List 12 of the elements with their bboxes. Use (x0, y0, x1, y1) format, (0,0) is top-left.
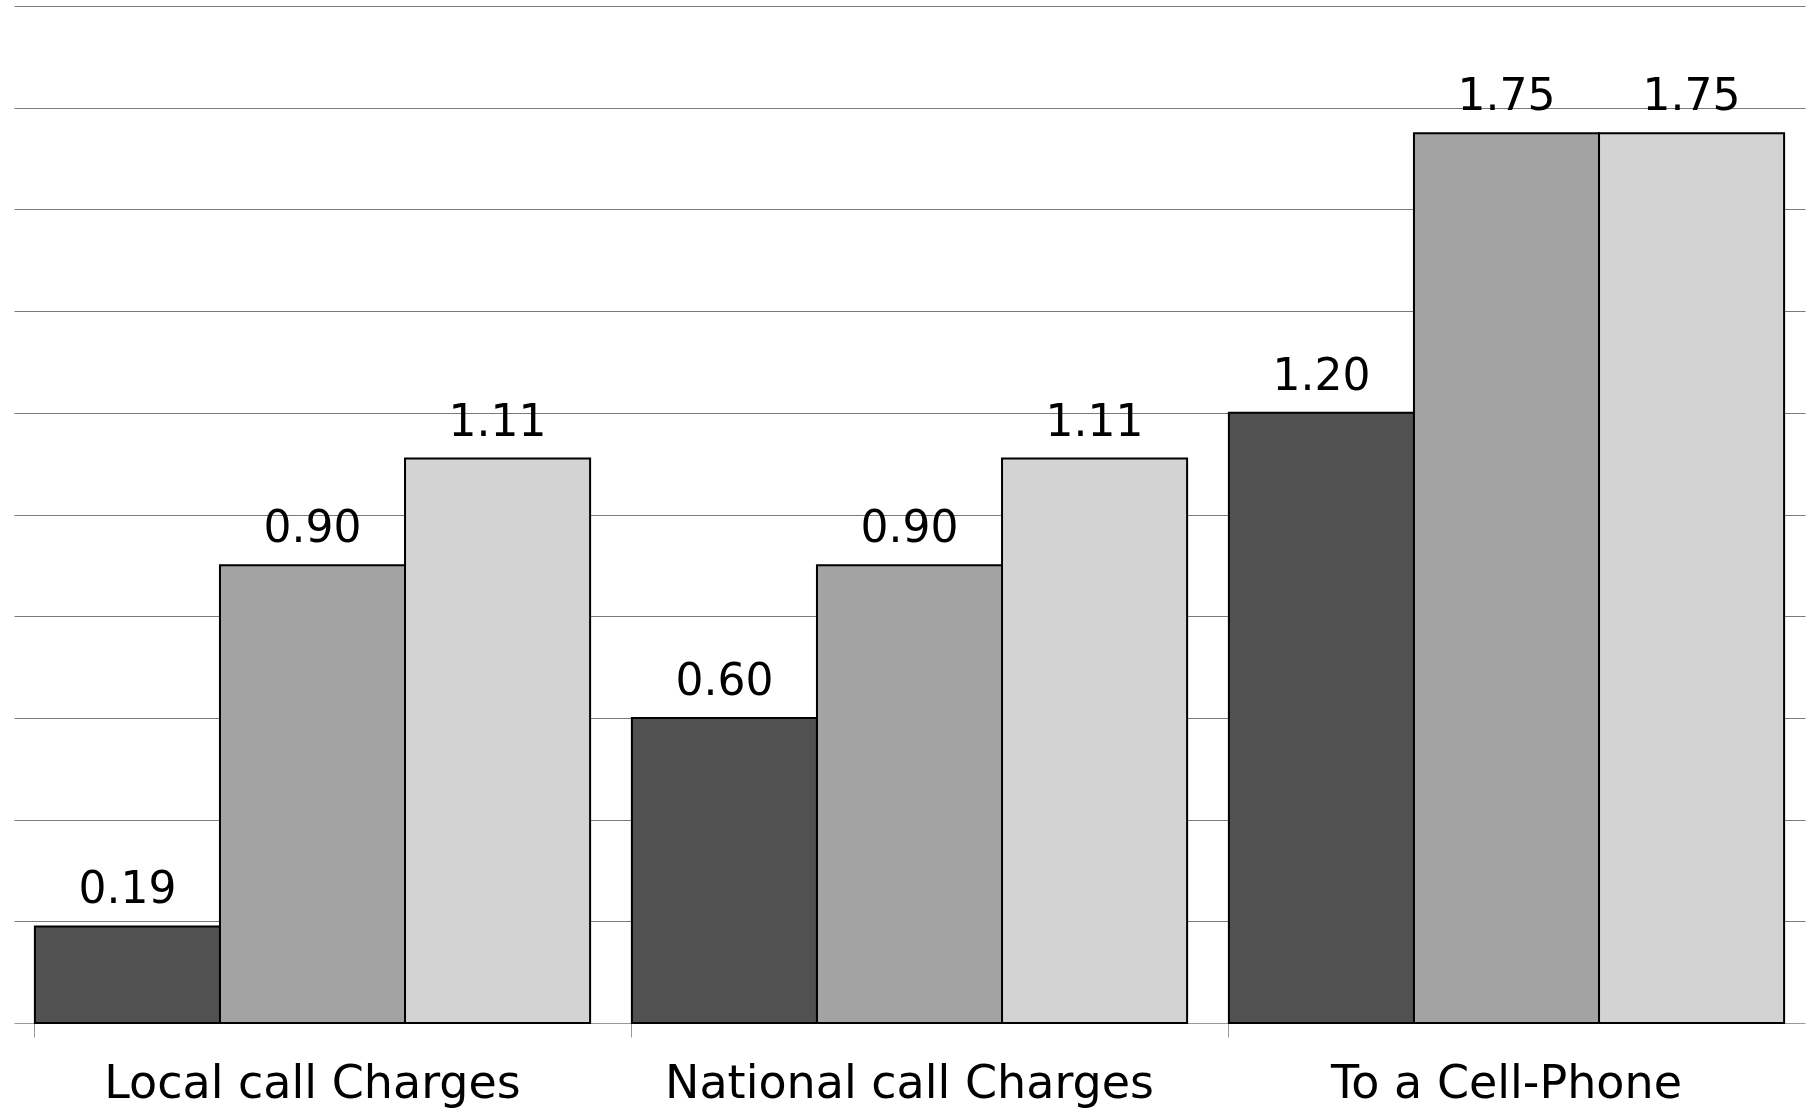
data-label: 1.20 (1272, 348, 1371, 400)
data-label: 0.90 (263, 501, 362, 553)
data-label: 0.19 (78, 862, 177, 914)
data-label: 1.11 (1045, 394, 1144, 446)
data-label: 1.75 (1457, 69, 1556, 121)
data-label: 0.60 (675, 653, 774, 705)
data-label: 1.11 (448, 394, 547, 446)
data-label: 0.90 (860, 501, 959, 553)
data-label: 1.75 (1642, 69, 1741, 121)
x-tick-label: Local call Charges (104, 1054, 521, 1109)
x-tick-label: To a Cell-Phone (1330, 1054, 1682, 1109)
x-tick-label: National call Charges (665, 1054, 1154, 1109)
